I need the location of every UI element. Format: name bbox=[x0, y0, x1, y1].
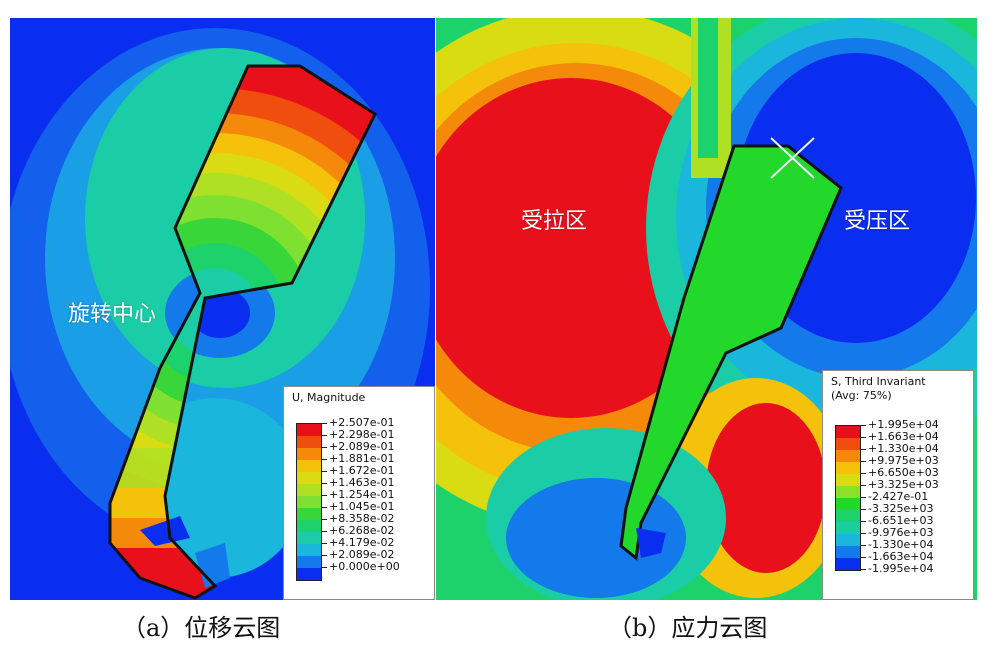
legend-swatch bbox=[297, 484, 321, 496]
legend-title-line-1: S, Third Invariant bbox=[831, 375, 926, 388]
legend-swatch bbox=[836, 558, 860, 570]
legend-swatch bbox=[836, 546, 860, 558]
legend-swatch bbox=[836, 498, 860, 510]
legend-swatch bbox=[297, 448, 321, 460]
legend-swatch bbox=[297, 496, 321, 508]
legend-tick-label: -1.995e+04 bbox=[861, 563, 939, 575]
legend-swatch bbox=[836, 486, 860, 498]
legend-swatch bbox=[297, 424, 321, 436]
stress-legend: S, Third Invariant (Avg: 75%) +1.995e+04… bbox=[822, 370, 974, 600]
legend-tick-label: -1.663e+04 bbox=[861, 551, 939, 563]
displacement-contour-panel: 旋转中心 U, Magnitude +2.507e-01 +2.298e-01 +2… bbox=[10, 18, 435, 600]
legend-tick-labels: +2.507e-01 +2.298e-01 +2.089e-01 +1.881e-01… bbox=[322, 417, 400, 573]
legend-swatch bbox=[297, 520, 321, 532]
legend-tick-label: +1.663e+04 bbox=[861, 431, 939, 443]
legend-tick-label: +6.268e-02 bbox=[322, 525, 400, 537]
legend-tick-label: +6.650e+03 bbox=[861, 467, 939, 479]
legend-swatch bbox=[297, 556, 321, 568]
legend-tick-label: -6.651e+03 bbox=[861, 515, 939, 527]
legend-title: U, Magnitude bbox=[292, 391, 366, 404]
tension-zone-label: 受拉区 bbox=[521, 209, 588, 234]
legend-title-line-2: (Avg: 75%) bbox=[831, 389, 892, 402]
legend-tick-label: +3.325e+03 bbox=[861, 479, 939, 491]
legend-swatch bbox=[836, 510, 860, 522]
legend-tick-label: +8.358e-02 bbox=[322, 513, 400, 525]
legend-swatch bbox=[836, 426, 860, 438]
legend-tick-labels: +1.995e+04 +1.663e+04 +1.330e+04 +9.975e+03… bbox=[861, 419, 939, 575]
legend-swatch bbox=[297, 544, 321, 556]
upper-stripe-inner bbox=[698, 18, 718, 158]
legend-swatch bbox=[297, 568, 321, 580]
caption-a: （a）位移云图 bbox=[122, 614, 281, 642]
tip-debris bbox=[140, 516, 190, 546]
rotation-center-label: 旋转中心 bbox=[68, 302, 157, 327]
legend-swatch bbox=[297, 460, 321, 472]
legend-tick-label: +1.995e+04 bbox=[861, 419, 939, 431]
legend-tick-label: -3.325e+03 bbox=[861, 503, 939, 515]
legend-tick-label: +9.975e+03 bbox=[861, 455, 939, 467]
cross-marker bbox=[770, 137, 815, 179]
body-outline bbox=[108, 64, 377, 600]
lower-tension-core bbox=[706, 403, 826, 573]
legend-tick-label: +2.298e-01 bbox=[322, 429, 400, 441]
legend-tick-label: +4.179e-02 bbox=[322, 537, 400, 549]
legend-tick-label: +2.089e-02 bbox=[322, 549, 400, 561]
legend-color-bar bbox=[835, 425, 861, 571]
tip-debris bbox=[636, 528, 666, 558]
tip-debris-2 bbox=[195, 543, 230, 588]
legend-tick-label: +1.045e-01 bbox=[322, 501, 400, 513]
legend-swatch bbox=[836, 474, 860, 486]
legend-swatch bbox=[836, 462, 860, 474]
legend-color-bar bbox=[296, 423, 322, 581]
legend-tick-label: -9.976e+03 bbox=[861, 527, 939, 539]
legend-swatch bbox=[297, 436, 321, 448]
legend-tick-label: -2.427e-01 bbox=[861, 491, 939, 503]
legend-tick-label: +0.000e+00 bbox=[322, 561, 400, 573]
legend-tick-label: +1.881e-01 bbox=[322, 453, 400, 465]
legend-tick-label: +1.463e-01 bbox=[322, 477, 400, 489]
legend-tick-label: -1.330e+04 bbox=[861, 539, 939, 551]
legend-tick-label: +1.672e-01 bbox=[322, 465, 400, 477]
compression-zone-label: 受压区 bbox=[844, 209, 911, 234]
legend-tick-label: +1.330e+04 bbox=[861, 443, 939, 455]
legend-tick-label: +2.089e-01 bbox=[322, 441, 400, 453]
legend-swatch bbox=[297, 508, 321, 520]
legend-swatch bbox=[836, 438, 860, 450]
legend-tick-label: +1.254e-01 bbox=[322, 489, 400, 501]
legend-swatch bbox=[836, 522, 860, 534]
legend-tick-label: +2.507e-01 bbox=[322, 417, 400, 429]
displacement-legend: U, Magnitude +2.507e-01 +2.298e-01 +2.089e… bbox=[283, 386, 435, 600]
legend-swatch bbox=[836, 534, 860, 546]
legend-swatch bbox=[297, 532, 321, 544]
legend-swatch bbox=[297, 472, 321, 484]
caption-b: （b）应力云图 bbox=[608, 614, 768, 642]
stress-contour-panel: 受拉区 受压区 S, Third Invariant (Avg: 75%) +1… bbox=[436, 18, 977, 600]
body-outline bbox=[619, 144, 843, 561]
legend-swatch bbox=[836, 450, 860, 462]
